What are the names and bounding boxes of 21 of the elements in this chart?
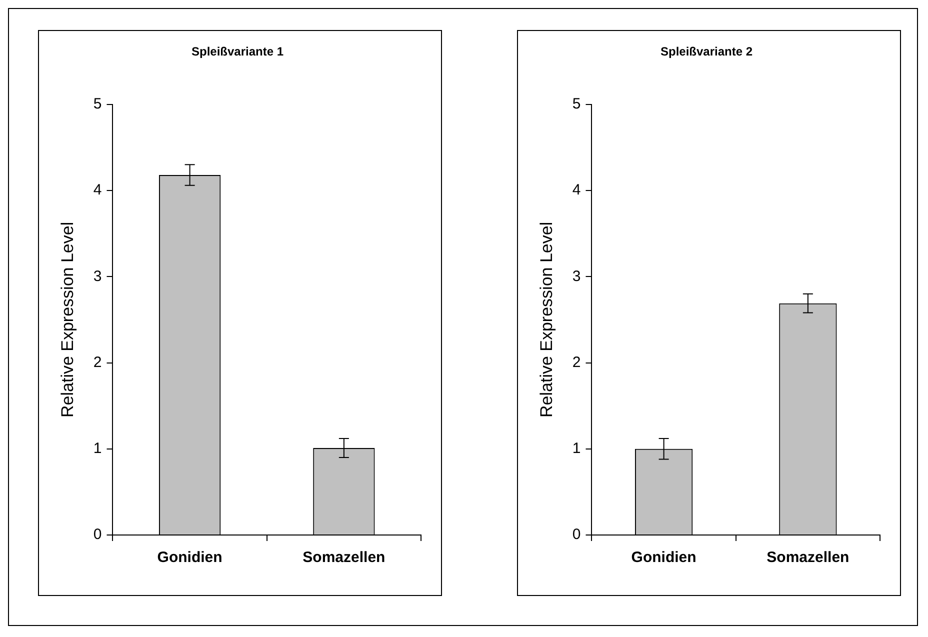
y-tick-label: 2 — [572, 354, 581, 371]
x-tick-label: Somazellen — [766, 549, 850, 566]
y-tick-label: 4 — [93, 182, 102, 199]
y-tick-label: 4 — [572, 182, 581, 199]
x-tick-label: Somazellen — [302, 549, 386, 566]
y-tick-label: 0 — [572, 526, 581, 544]
chart-title: Spleißvariante 2 — [660, 44, 753, 59]
x-tick-label: Gonidien — [631, 549, 696, 566]
y-tick-label: 1 — [93, 440, 102, 458]
y-tick-label: 5 — [93, 96, 102, 113]
y-tick-label: 3 — [93, 268, 102, 285]
y-tick-label: 0 — [93, 526, 102, 544]
y-tick-label: 3 — [572, 268, 581, 285]
x-tick-label: Gonidien — [157, 549, 222, 566]
chart-title: Spleißvariante 1 — [191, 44, 284, 59]
y-axis-title: Relative Expression Level — [58, 222, 77, 418]
outer-frame: Relative Expression Level Spleißvariante 1 Gonidien Somazellen 0 1 2 3 4 5 Relative Expression Level Spleißvariante 2 Gonidien Somazellen 0 1 2 3 4 5 — [8, 8, 918, 626]
y-tick-label: 5 — [572, 96, 581, 113]
y-axis-title: Relative Expression Level — [536, 222, 556, 418]
y-tick-label: 2 — [93, 354, 102, 371]
y-tick-label: 1 — [572, 440, 581, 458]
